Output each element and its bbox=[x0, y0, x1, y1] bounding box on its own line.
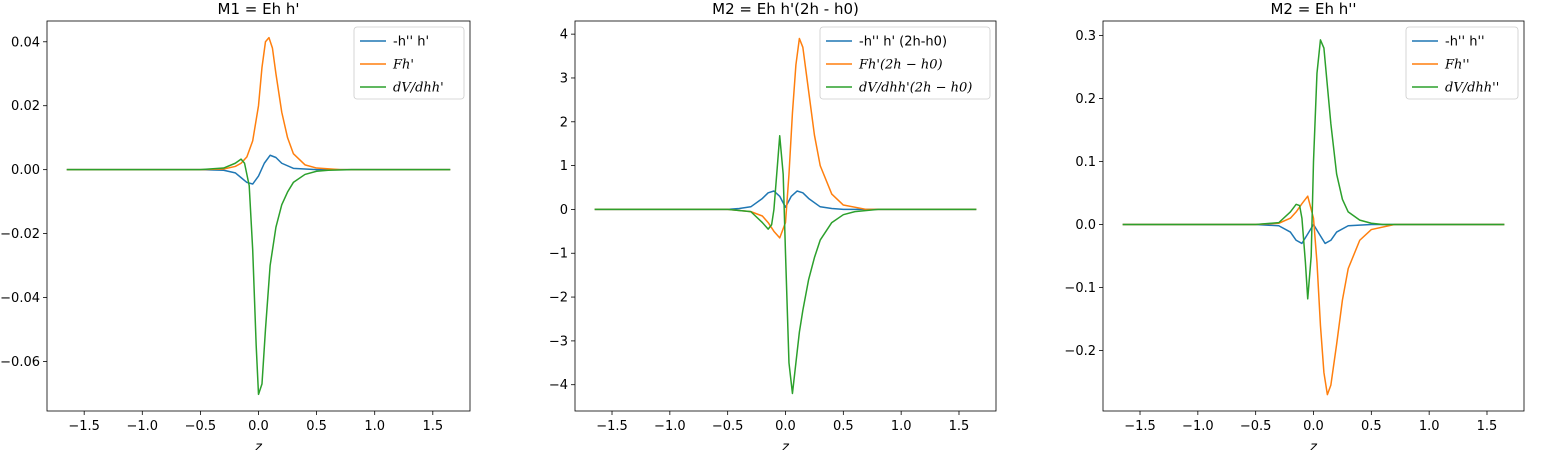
chart-title: M1 = Eh h' bbox=[218, 0, 300, 18]
chart-title: M2 = Eh h'(2h - h0) bbox=[712, 0, 859, 18]
y-tick-label: 0.3 bbox=[1075, 29, 1096, 44]
x-tick-label: 1.5 bbox=[1477, 419, 1498, 434]
legend-label: dV/dhh' bbox=[393, 81, 444, 96]
series-line-2 bbox=[1122, 195, 1505, 396]
series-line-3 bbox=[594, 135, 977, 395]
legend-box bbox=[1405, 26, 1519, 100]
series-line-2 bbox=[66, 36, 451, 171]
y-tick-label: −0.04 bbox=[0, 291, 40, 306]
x-tick-label: −1.5 bbox=[596, 419, 628, 434]
legend-box bbox=[819, 26, 991, 100]
x-tick-label: −1.5 bbox=[68, 419, 100, 434]
x-axis-label: z bbox=[254, 440, 263, 450]
legend: -h'' h'' Fh'' dV/dhh'' bbox=[1405, 26, 1519, 100]
x-tick-label: −0.5 bbox=[185, 419, 217, 434]
x-tick-label: 0.0 bbox=[775, 419, 796, 434]
x-tick-label: −0.5 bbox=[1240, 419, 1272, 434]
y-tick-label: −2 bbox=[549, 291, 568, 306]
legend-label: -h'' h' (2h-h0) bbox=[859, 35, 947, 50]
subplot-1: −1.5 −1.0 −0.5 0.0 0.5 1.0 1.5 −0.06 −0.04 −0.02 0… bbox=[0, 0, 471, 450]
legend-label: dV/dhh'(2h − h0) bbox=[859, 81, 972, 96]
y-tick-label: −0.02 bbox=[0, 227, 40, 242]
x-tick-label: −1.0 bbox=[1182, 419, 1214, 434]
y-tick-label: −1 bbox=[549, 247, 568, 262]
legend-box bbox=[353, 26, 465, 100]
y-tick-label: −0.1 bbox=[1064, 281, 1096, 296]
legend: -h'' h' Fh' dV/dhh' bbox=[353, 26, 465, 100]
y-tick-label: 0.0 bbox=[1075, 218, 1096, 233]
x-tick-label: 0.5 bbox=[833, 419, 854, 434]
y-tick-label: 1 bbox=[560, 159, 568, 174]
x-tick-label: 1.0 bbox=[891, 419, 912, 434]
y-tick-label: −0.2 bbox=[1064, 344, 1096, 359]
legend: -h'' h' (2h-h0) Fh'(2h − h0) dV/dhh'(2h − … bbox=[819, 26, 991, 100]
y-tick-label: 0.02 bbox=[11, 99, 40, 114]
legend-label: -h'' h'' bbox=[1445, 35, 1485, 50]
x-tick-label: 0.5 bbox=[1361, 419, 1382, 434]
subplot-3: −1.5 −1.0 −0.5 0.0 0.5 1.0 1.5 −0.2 −0.1 0.0 0.1 0.… bbox=[1064, 0, 1525, 450]
y-tick-label: 2 bbox=[560, 115, 568, 130]
y-tick-label: 0.1 bbox=[1075, 155, 1096, 170]
y-tick-label: 0.04 bbox=[11, 35, 40, 50]
series-line-3 bbox=[1122, 39, 1505, 300]
legend-label: Fh'' bbox=[1444, 58, 1470, 73]
x-tick-label: −1.5 bbox=[1124, 419, 1156, 434]
y-tick-label: −4 bbox=[549, 378, 568, 393]
x-tick-label: −0.5 bbox=[712, 419, 744, 434]
x-tick-label: 0.0 bbox=[1303, 419, 1324, 434]
x-tick-label: 0.5 bbox=[306, 419, 327, 434]
legend-label: Fh' bbox=[392, 58, 414, 73]
legend-label: Fh'(2h − h0) bbox=[858, 58, 943, 73]
y-tick-label: 4 bbox=[560, 28, 568, 43]
x-tick-label: 1.0 bbox=[364, 419, 385, 434]
x-tick-label: −1.0 bbox=[654, 419, 686, 434]
y-tick-label: 3 bbox=[560, 71, 568, 86]
x-tick-label: −1.0 bbox=[127, 419, 159, 434]
y-tick-label: −3 bbox=[549, 334, 568, 349]
x-tick-label: 1.5 bbox=[949, 419, 970, 434]
chart-title: M2 = Eh h'' bbox=[1270, 0, 1356, 18]
y-tick-label: 0 bbox=[560, 203, 568, 218]
y-tick-label: 0.00 bbox=[11, 163, 40, 178]
series-line-1 bbox=[66, 154, 451, 185]
subplot-2: −1.5 −1.0 −0.5 0.0 0.5 1.0 1.5 −4 −3 −2 −1 0 1 2 3 4 M2 … bbox=[549, 0, 997, 450]
series-line-2 bbox=[594, 37, 977, 239]
legend-label: -h'' h' bbox=[393, 35, 429, 50]
y-tick-label: 0.2 bbox=[1075, 92, 1096, 107]
series-line-3 bbox=[66, 158, 451, 396]
x-tick-label: 1.5 bbox=[422, 419, 443, 434]
legend-label: dV/dhh'' bbox=[1445, 81, 1499, 96]
x-axis-label: z bbox=[1309, 440, 1318, 450]
series-line-1 bbox=[594, 190, 977, 211]
x-tick-label: 0.0 bbox=[248, 419, 269, 434]
x-axis-label: z bbox=[781, 440, 790, 450]
y-tick-label: −0.06 bbox=[0, 355, 40, 370]
x-tick-label: 1.0 bbox=[1419, 419, 1440, 434]
